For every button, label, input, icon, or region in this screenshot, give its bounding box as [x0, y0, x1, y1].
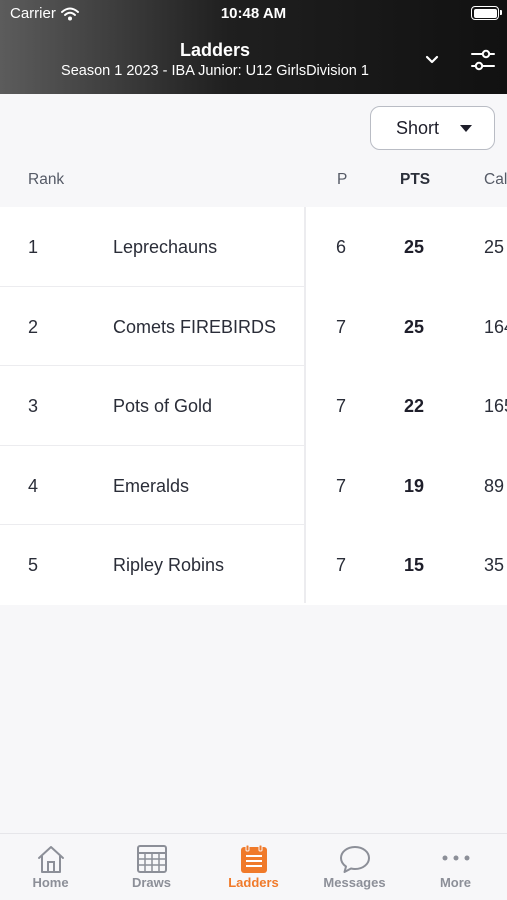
chat-bubble-icon: [340, 846, 370, 873]
team-name-cell[interactable]: Ripley Robins: [113, 555, 225, 575]
team-name-cell[interactable]: Leprechauns: [113, 237, 218, 257]
cal-cell: 25: [484, 237, 505, 257]
played-cell: 6: [336, 237, 347, 257]
played-cell: 7: [336, 316, 347, 337]
app-header: Carrier 10:48 AM Ladders Season 1 2023 -…: [0, 0, 507, 94]
column-header-cal: Cal: [484, 171, 507, 188]
competition-subtitle: Season 1 2023 - IBA Junior: U12 GirlsDiv…: [61, 63, 369, 79]
row-divider: [0, 365, 305, 366]
cal-cell: 165: [484, 396, 507, 416]
row-divider: [0, 524, 305, 525]
filter-sliders-icon[interactable]: [470, 47, 496, 73]
rank-cell: 1: [28, 237, 39, 257]
points-cell: 25: [404, 316, 425, 337]
rank-cell: 4: [28, 475, 39, 496]
carrier-label: Carrier: [10, 5, 56, 22]
draws-grid-icon: [137, 845, 167, 873]
cal-cell: 89: [484, 475, 505, 496]
ladders-list-icon: [241, 844, 267, 873]
header-title-block[interactable]: Ladders Season 1 2023 - IBA Junior: U12 …: [0, 40, 430, 79]
status-bar: Carrier 10:48 AM: [0, 0, 507, 28]
played-cell: 7: [336, 396, 347, 416]
points-cell: 19: [404, 475, 425, 496]
ladder-table: 1 Leprechauns 6 25 25 2 Comets FIREBIRDS…: [0, 207, 507, 605]
tab-draws-label: Draws: [131, 875, 172, 890]
tab-more-label: More: [439, 875, 472, 890]
team-name-cell[interactable]: Comets FIREBIRDS: [113, 316, 277, 337]
table-row[interactable]: 4 Emeralds 7 19 89: [0, 445, 507, 525]
tab-ladders-label: Ladders: [228, 875, 279, 890]
rank-cell: 2: [28, 316, 39, 337]
caret-down-icon: [460, 125, 472, 132]
tab-messages[interactable]: Messages: [304, 834, 405, 900]
ladder-view-selected: Short: [396, 117, 440, 138]
home-icon: [38, 846, 64, 873]
wifi-icon: [60, 7, 79, 20]
tab-messages-label: Messages: [323, 875, 386, 890]
tab-home[interactable]: Home: [0, 834, 101, 900]
table-row[interactable]: 2 Comets FIREBIRDS 7 25 164: [0, 286, 507, 366]
table-row[interactable]: 1 Leprechauns 6 25 25: [0, 207, 507, 287]
tab-home-label: Home: [32, 875, 69, 890]
frozen-column-divider: [304, 207, 306, 603]
rank-cell: 3: [28, 396, 39, 416]
chevron-down-icon[interactable]: [421, 49, 443, 71]
column-header-rank: Rank: [28, 171, 65, 188]
points-cell: 25: [404, 237, 425, 257]
column-header-played: P: [337, 171, 348, 188]
page-title: Ladders: [179, 40, 251, 60]
tab-draws[interactable]: Draws: [101, 834, 202, 900]
row-divider: [0, 285, 305, 287]
carrier-indicator: Carrier: [10, 5, 79, 22]
table-row[interactable]: 5 Ripley Robins 7 15 35: [0, 525, 507, 605]
tab-ladders[interactable]: Ladders: [203, 834, 304, 900]
played-cell: 7: [336, 475, 347, 496]
points-cell: 15: [404, 555, 425, 575]
points-cell: 22: [404, 396, 425, 416]
cal-cell: 164: [484, 316, 507, 337]
column-header-points: PTS: [400, 171, 431, 188]
cal-cell: 35: [484, 555, 505, 575]
more-dots-icon: [442, 855, 470, 861]
tab-more[interactable]: More: [405, 834, 506, 900]
table-row[interactable]: 3 Pots of Gold 7 22 165: [0, 366, 507, 446]
played-cell: 7: [336, 555, 347, 575]
row-divider: [0, 444, 305, 446]
battery-icon: [471, 6, 502, 20]
team-name-cell[interactable]: Emeralds: [113, 475, 190, 496]
bottom-tab-bar: Home Draws Ladders Messages: [0, 833, 507, 900]
ladder-view-select[interactable]: Short: [370, 106, 495, 150]
clock: 10:48 AM: [220, 5, 287, 22]
team-name-cell[interactable]: Pots of Gold: [113, 396, 213, 416]
rank-cell: 5: [28, 555, 39, 575]
